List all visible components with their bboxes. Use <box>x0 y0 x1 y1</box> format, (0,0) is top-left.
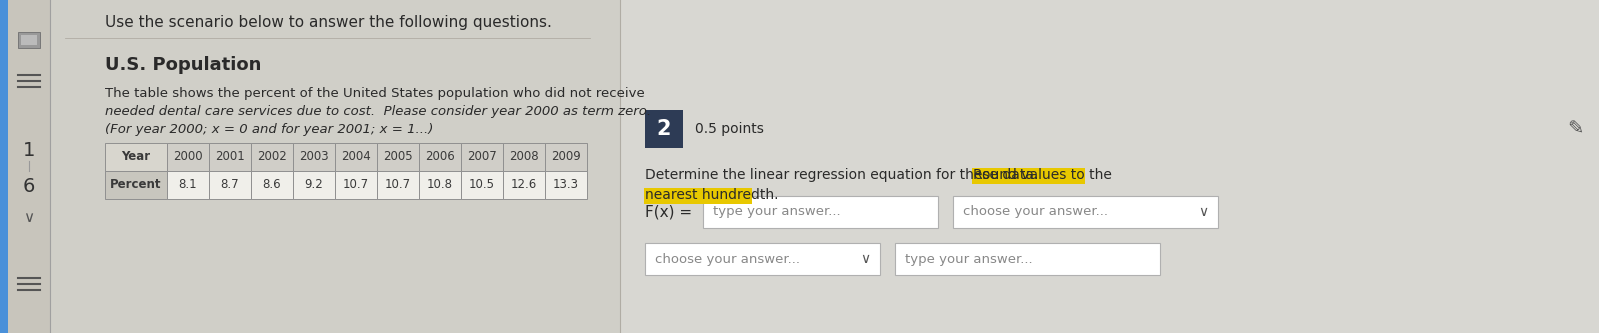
Bar <box>644 110 683 148</box>
Text: ∨: ∨ <box>24 210 35 225</box>
Text: Use the scenario below to answer the following questions.: Use the scenario below to answer the fol… <box>106 16 552 31</box>
Text: 8.6: 8.6 <box>262 178 281 191</box>
Text: U.S. Population: U.S. Population <box>106 56 261 74</box>
Text: 10.5: 10.5 <box>469 178 496 191</box>
Text: 2: 2 <box>657 119 672 139</box>
Bar <box>166 143 209 171</box>
Text: (For year 2000; x = 0 and for year 2001; x = 1...): (For year 2000; x = 0 and for year 2001;… <box>106 123 433 136</box>
Bar <box>545 143 587 171</box>
Bar <box>704 196 939 228</box>
Text: type your answer...: type your answer... <box>905 252 1033 265</box>
Bar <box>251 143 293 171</box>
Text: 10.8: 10.8 <box>427 178 453 191</box>
Text: 2009: 2009 <box>552 151 580 164</box>
Bar <box>895 243 1159 275</box>
Text: Round values to the: Round values to the <box>972 168 1111 182</box>
Bar <box>461 171 504 199</box>
Text: ∨: ∨ <box>1198 205 1209 219</box>
Bar <box>106 143 166 171</box>
Bar <box>377 171 419 199</box>
Text: 8.7: 8.7 <box>221 178 240 191</box>
Bar <box>336 143 377 171</box>
Bar <box>419 143 461 171</box>
Bar <box>8 0 50 333</box>
Text: 13.3: 13.3 <box>553 178 579 191</box>
Text: 10.7: 10.7 <box>342 178 369 191</box>
Text: 2005: 2005 <box>384 151 413 164</box>
Text: 0.5 points: 0.5 points <box>696 122 764 136</box>
Text: 12.6: 12.6 <box>510 178 537 191</box>
Text: 2007: 2007 <box>467 151 497 164</box>
Text: F(x) =: F(x) = <box>644 204 697 219</box>
Text: Year: Year <box>122 151 150 164</box>
Bar <box>644 243 879 275</box>
Bar <box>504 143 545 171</box>
Text: needed dental care services due to cost.  Please consider year 2000 as term zero: needed dental care services due to cost.… <box>106 106 651 119</box>
Text: 2003: 2003 <box>299 151 329 164</box>
Bar <box>18 32 40 48</box>
Bar <box>336 171 377 199</box>
Bar <box>953 196 1218 228</box>
Bar <box>620 0 1599 333</box>
Text: 6: 6 <box>22 176 35 195</box>
Text: 1: 1 <box>22 141 35 160</box>
Text: 2001: 2001 <box>216 151 245 164</box>
Text: 2002: 2002 <box>257 151 286 164</box>
Bar <box>419 171 461 199</box>
Bar <box>0 0 8 333</box>
Bar <box>644 188 752 204</box>
Bar <box>209 143 251 171</box>
Bar <box>106 171 166 199</box>
Text: choose your answer...: choose your answer... <box>656 252 800 265</box>
Text: 10.7: 10.7 <box>385 178 411 191</box>
Text: ∨: ∨ <box>860 252 870 266</box>
Bar <box>972 168 1086 184</box>
Text: nearest hundredth.: nearest hundredth. <box>644 188 779 202</box>
Bar <box>461 143 504 171</box>
Text: The table shows the percent of the United States population who did not receive: The table shows the percent of the Unite… <box>106 87 644 100</box>
Text: 9.2: 9.2 <box>305 178 323 191</box>
Bar <box>166 171 209 199</box>
Bar <box>504 171 545 199</box>
Text: Determine the linear regression equation for these data.: Determine the linear regression equation… <box>644 168 1043 182</box>
Bar <box>21 35 37 45</box>
Bar <box>377 143 419 171</box>
Text: choose your answer...: choose your answer... <box>963 205 1108 218</box>
Text: 2004: 2004 <box>341 151 371 164</box>
Text: 2008: 2008 <box>508 151 539 164</box>
Bar <box>293 171 336 199</box>
Bar <box>545 171 587 199</box>
Text: Percent: Percent <box>110 178 161 191</box>
Text: type your answer...: type your answer... <box>713 205 841 218</box>
Text: ✎: ✎ <box>1567 120 1583 139</box>
Bar <box>209 171 251 199</box>
Bar <box>293 143 336 171</box>
Text: 2000: 2000 <box>173 151 203 164</box>
Text: 8.1: 8.1 <box>179 178 197 191</box>
Text: 2006: 2006 <box>425 151 454 164</box>
Bar <box>251 171 293 199</box>
